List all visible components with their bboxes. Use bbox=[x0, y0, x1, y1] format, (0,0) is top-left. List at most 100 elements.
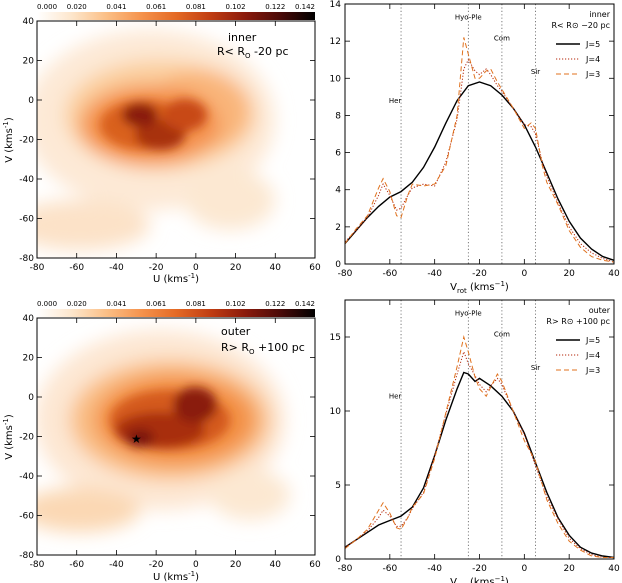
series-line-J5 bbox=[344, 81, 615, 261]
colorbar-tick-label: 0.102 bbox=[226, 3, 246, 11]
legend-label: J=3 bbox=[585, 70, 600, 79]
outer-density-blobs bbox=[37, 318, 315, 555]
outer-colorbar bbox=[37, 309, 315, 317]
inner-map-ylabel: V (kms-1) bbox=[2, 117, 15, 163]
y-tick-label: 40 bbox=[23, 314, 35, 324]
inner-map-region: R< RO -20 pc bbox=[217, 45, 289, 60]
moving-group-label: Sir bbox=[531, 364, 540, 372]
x-tick-label: -40 bbox=[109, 560, 124, 570]
colorbar-tick-label: 0.020 bbox=[67, 300, 87, 308]
y-tick-label: 8 bbox=[335, 111, 341, 121]
x-tick-label: 0 bbox=[193, 263, 199, 273]
y-tick-label: 6 bbox=[335, 149, 341, 159]
inner-map-axes: -80 -60 -40 -20 0 20 40 60 -80 -60 -40 -20 0 20 40 bbox=[19, 17, 321, 273]
inner-colorbar bbox=[37, 12, 315, 20]
colorbar-tick-label: 0.142 bbox=[295, 3, 315, 11]
legend-label: J=5 bbox=[585, 40, 600, 49]
y-tick-label: 12 bbox=[330, 37, 341, 47]
outer-profile-plot: Her Hyo-Ple Com Sir -80 -60 -40 -20 0 20 40 0 5 10 15 o… bbox=[330, 299, 620, 583]
x-tick-label: 20 bbox=[563, 269, 575, 279]
y-tick-label: 5 bbox=[335, 481, 341, 491]
y-tick-label: 40 bbox=[23, 17, 35, 27]
y-tick-label: 4 bbox=[335, 186, 341, 196]
series-line-J4 bbox=[344, 350, 614, 558]
x-tick-label: -80 bbox=[30, 263, 45, 273]
plot-frame bbox=[344, 3, 615, 265]
y-tick-label: -60 bbox=[19, 215, 34, 225]
inner-velocity-map: 0.000 0.020 0.041 0.061 0.081 0.102 0.122 0.142… bbox=[2, 3, 321, 285]
colorbar-tick-label: 0.061 bbox=[146, 3, 166, 11]
x-tick-label: 20 bbox=[230, 263, 242, 273]
colorbar-tick-label: 0.041 bbox=[106, 3, 126, 11]
panel-label: outer bbox=[589, 306, 611, 315]
x-tick-label: -40 bbox=[427, 564, 442, 574]
x-tick-label: -80 bbox=[30, 560, 45, 570]
x-tick-label: 60 bbox=[309, 263, 321, 273]
x-tick-label: 60 bbox=[309, 560, 321, 570]
colorbar-tick-label: 0.000 bbox=[37, 300, 57, 308]
x-axis-label: Vrot (kms−1) bbox=[450, 575, 509, 583]
inner-density-blobs bbox=[37, 21, 315, 258]
x-tick-label: -60 bbox=[382, 269, 397, 279]
plot-frame bbox=[344, 299, 615, 560]
colorbar-tick-label: 0.061 bbox=[146, 300, 166, 308]
x-tick-label: -20 bbox=[472, 564, 487, 574]
y-tick-label: 0 bbox=[335, 555, 341, 565]
y-tick-label: -80 bbox=[19, 551, 34, 561]
legend-label: J=4 bbox=[585, 351, 600, 360]
y-tick-label: 15 bbox=[330, 333, 341, 343]
outer-map-label: outer bbox=[221, 325, 251, 338]
x-tick-label: -20 bbox=[149, 560, 164, 570]
panel-label: inner bbox=[589, 10, 610, 19]
x-tick-label: 0 bbox=[193, 560, 199, 570]
moving-group-label: Her bbox=[389, 392, 402, 400]
inner-map-xlabel: U (kms-1) bbox=[153, 272, 199, 285]
colorbar-tick-label: 0.122 bbox=[265, 300, 285, 308]
y-tick-label: -60 bbox=[19, 512, 34, 522]
colorbar-tick-label: 0.081 bbox=[186, 300, 206, 308]
x-tick-label: 20 bbox=[230, 560, 242, 570]
moving-group-label: Sir bbox=[531, 68, 540, 76]
y-tick-label: 20 bbox=[23, 354, 35, 364]
inner-profile-plot: Her Hyo-Ple Com Sir -80 -60 -40 -20 0 20 40 0 2 4 6 8 10… bbox=[330, 0, 620, 295]
x-tick-label: -60 bbox=[382, 564, 397, 574]
x-tick-label: -80 bbox=[338, 269, 353, 279]
x-tick-label: 40 bbox=[270, 263, 282, 273]
colorbar-tick-label: 0.102 bbox=[226, 300, 246, 308]
x-tick-label: 0 bbox=[521, 564, 527, 574]
y-tick-label: 10 bbox=[330, 407, 342, 417]
y-tick-label: -40 bbox=[19, 175, 34, 185]
outer-map-star-marker: ★ bbox=[131, 432, 142, 446]
y-tick-label: -20 bbox=[19, 433, 34, 443]
x-tick-label: -20 bbox=[149, 263, 164, 273]
y-tick-label: 14 bbox=[330, 0, 342, 10]
series-line-J5 bbox=[344, 371, 615, 559]
legend-label: J=5 bbox=[585, 336, 600, 345]
x-tick-label: -80 bbox=[338, 564, 353, 574]
y-tick-label: 20 bbox=[23, 57, 35, 67]
x-tick-label: 0 bbox=[521, 269, 527, 279]
colorbar-tick-label: 0.142 bbox=[295, 300, 315, 308]
x-axis-label: Vrot (kms−1) bbox=[450, 280, 509, 295]
inner-colorbar-ticks: 0.000 0.020 0.041 0.061 0.081 0.102 0.122 0.142 bbox=[37, 3, 315, 11]
series-line-J3 bbox=[344, 335, 614, 558]
legend-label: J=3 bbox=[585, 366, 600, 375]
y-tick-label: -20 bbox=[19, 136, 34, 146]
inner-map-label: inner bbox=[228, 31, 257, 44]
x-tick-label: -60 bbox=[69, 263, 84, 273]
x-tick-label: 40 bbox=[608, 564, 620, 574]
outer-colorbar-ticks: 0.000 0.020 0.041 0.061 0.081 0.102 0.122 0.142 bbox=[37, 300, 315, 308]
y-tick-label: 0 bbox=[335, 260, 341, 270]
x-tick-label: -20 bbox=[472, 269, 487, 279]
y-tick-label: 10 bbox=[330, 74, 342, 84]
y-tick-label: 0 bbox=[28, 96, 34, 106]
y-tick-label: -40 bbox=[19, 472, 34, 482]
x-tick-label: -40 bbox=[427, 269, 442, 279]
y-tick-label: 0 bbox=[28, 393, 34, 403]
moving-group-label: Hyo-Ple bbox=[455, 14, 482, 22]
moving-group-label: Her bbox=[389, 97, 402, 105]
panel-region-label: R< R⊙ −20 pc bbox=[551, 21, 610, 30]
colorbar-tick-label: 0.041 bbox=[106, 300, 126, 308]
y-tick-label: 2 bbox=[335, 223, 341, 233]
